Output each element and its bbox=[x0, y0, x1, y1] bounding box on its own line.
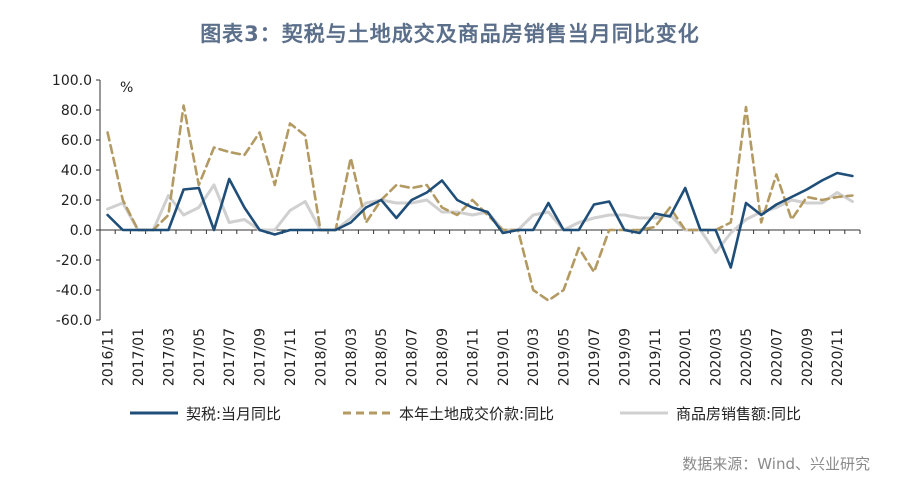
x-tick-label: 2020/09 bbox=[800, 328, 816, 386]
x-tick-label: 2019/11 bbox=[648, 328, 664, 386]
x-tick-label: 2020/01 bbox=[678, 328, 694, 386]
x-tick-label: 2019/05 bbox=[557, 328, 573, 386]
x-axis: 2016/11 2017/01 2017/03 2017/05 2017/07 2017/… bbox=[99, 229, 861, 386]
x-tick-label: 2018/03 bbox=[344, 328, 360, 386]
y-tick-label: 100.0 bbox=[52, 73, 92, 89]
x-tick-label: 2018/07 bbox=[405, 328, 421, 386]
x-tick-label: 2019/01 bbox=[496, 328, 512, 386]
y-tick-label: -60.0 bbox=[56, 313, 92, 329]
legend-label-2: 本年土地成交价款:同比 bbox=[399, 405, 554, 423]
x-tick-label: 2017/05 bbox=[192, 328, 208, 386]
series-line-3 bbox=[106, 183, 854, 254]
x-tick-label: 2019/07 bbox=[587, 328, 603, 386]
y-axis: 100.0 80.0 60.0 40.0 20.0 0.0 -20.0 -40.0 -60.0 bbox=[52, 73, 101, 329]
x-tick-label: 2019/09 bbox=[617, 328, 633, 386]
data-source: 数据来源：Wind、兴业研究 bbox=[682, 455, 870, 473]
y-tick-label: -40.0 bbox=[56, 283, 92, 299]
series-group bbox=[106, 104, 854, 302]
x-tick-label: 2018/11 bbox=[465, 328, 481, 386]
legend-label-1: 契税:当月同比 bbox=[186, 405, 281, 423]
y-unit-label: % bbox=[120, 80, 133, 96]
series-line-2 bbox=[106, 104, 854, 302]
y-tick-label: 0.0 bbox=[70, 223, 92, 239]
y-tick-label: 80.0 bbox=[61, 103, 92, 119]
x-tick-label: 2016/11 bbox=[101, 328, 117, 386]
y-tick-label: 20.0 bbox=[61, 193, 92, 209]
y-tick-label: -20.0 bbox=[56, 253, 92, 269]
x-tick-label: 2020/03 bbox=[709, 328, 725, 386]
x-tick-label: 2017/01 bbox=[131, 328, 147, 386]
y-tick-label: 40.0 bbox=[61, 163, 92, 179]
legend-label-3: 商品房销售额:同比 bbox=[676, 405, 801, 423]
x-tick-label: 2019/03 bbox=[526, 328, 542, 386]
x-tick-label: 2020/11 bbox=[830, 328, 846, 386]
y-tick-label: 60.0 bbox=[61, 133, 92, 149]
chart-title: 图表3：契税与土地成交及商品房销售当月同比变化 bbox=[200, 22, 700, 46]
x-tick-label: 2020/05 bbox=[739, 328, 755, 386]
x-tick-label: 2018/09 bbox=[435, 328, 451, 386]
x-tick-label: 2018/05 bbox=[374, 328, 390, 386]
x-tick-label: 2017/07 bbox=[222, 328, 238, 386]
series-line-1 bbox=[106, 171, 854, 269]
x-tick-label: 2020/07 bbox=[769, 328, 785, 386]
legend: 契税:当月同比 本年土地成交价款:同比 商品房销售额:同比 bbox=[130, 405, 801, 423]
x-tick-label: 2017/11 bbox=[283, 328, 299, 386]
x-tick-label: 2018/01 bbox=[313, 328, 329, 386]
x-tick-label: 2017/03 bbox=[161, 328, 177, 386]
x-tick-label: 2017/09 bbox=[253, 328, 269, 386]
